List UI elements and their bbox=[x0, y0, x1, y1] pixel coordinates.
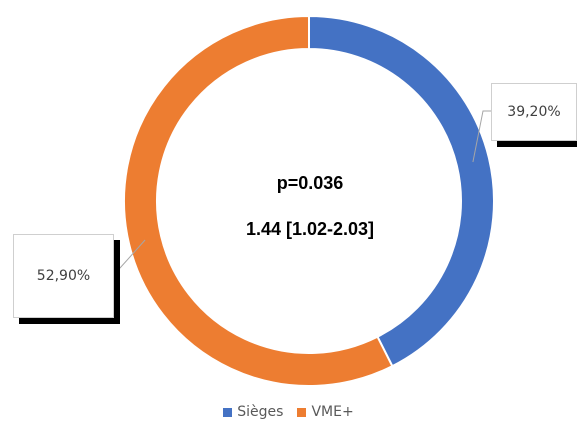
leader-line-vme bbox=[112, 239, 146, 269]
legend-item-sieges: Sièges bbox=[223, 404, 283, 420]
legend-label-sieges: Sièges bbox=[237, 404, 284, 420]
slice-vme bbox=[123, 14, 394, 387]
center-text-pvalue: p=0.036 bbox=[276, 173, 344, 193]
legend-swatch-vme bbox=[297, 407, 307, 417]
legend-swatch-sieges bbox=[223, 407, 233, 417]
legend-item-vme: VME+ bbox=[297, 404, 354, 420]
legend: Sièges VME+ bbox=[0, 404, 577, 420]
leader-line-sieges bbox=[472, 110, 491, 163]
data-label-vme: 52,90% bbox=[13, 234, 114, 318]
legend-label-vme: VME+ bbox=[311, 404, 354, 420]
center-text-ratio: 1.44 [1.02-2.03] bbox=[245, 219, 375, 239]
data-label-sieges: 39,20% bbox=[491, 83, 577, 141]
